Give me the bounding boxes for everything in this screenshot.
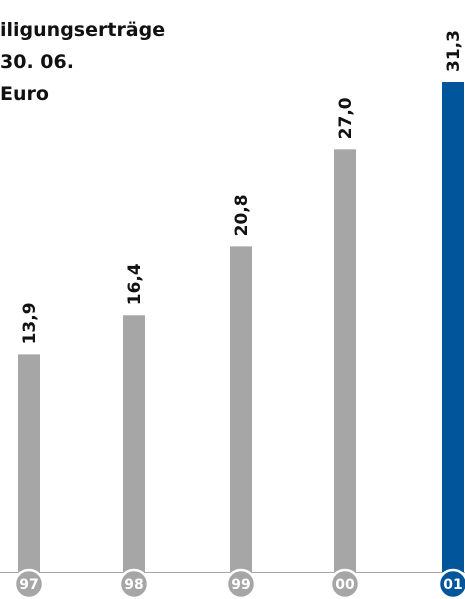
bars-group xyxy=(18,82,464,573)
value-label-98: 16,4 xyxy=(125,263,145,305)
year-label-99: 99 xyxy=(231,577,250,593)
value-label-01: 31,3 xyxy=(444,30,464,72)
value-label-97: 13,9 xyxy=(20,302,40,344)
year-badge-99 xyxy=(225,568,257,599)
value-labels-group: 13,9 16,4 20,8 27,0 31,3 xyxy=(20,30,464,344)
year-label-97: 97 xyxy=(19,577,38,593)
chart-title: iligungserträge 30. 06. Euro xyxy=(0,14,165,110)
year-label-00: 00 xyxy=(335,577,355,593)
year-badge-97 xyxy=(13,568,45,599)
year-badges-group: 97 98 99 00 01 xyxy=(13,568,465,599)
chart-title-line-2: 30. 06. xyxy=(0,51,74,73)
bar-97 xyxy=(18,354,40,572)
year-badge-01 xyxy=(437,568,465,599)
year-badge-98 xyxy=(118,568,150,599)
year-badge-00 xyxy=(329,568,361,599)
bar-00 xyxy=(334,149,356,573)
value-label-00: 27,0 xyxy=(336,97,356,139)
chart-title-line-3: Euro xyxy=(0,83,49,105)
bar-99 xyxy=(230,246,252,572)
year-label-98: 98 xyxy=(124,577,143,593)
bar-98 xyxy=(123,315,145,572)
chart-title-line-1: iligungserträge xyxy=(0,19,166,41)
bar-01 xyxy=(442,82,464,572)
value-label-99: 20,8 xyxy=(232,194,252,236)
year-label-01: 01 xyxy=(443,577,462,593)
